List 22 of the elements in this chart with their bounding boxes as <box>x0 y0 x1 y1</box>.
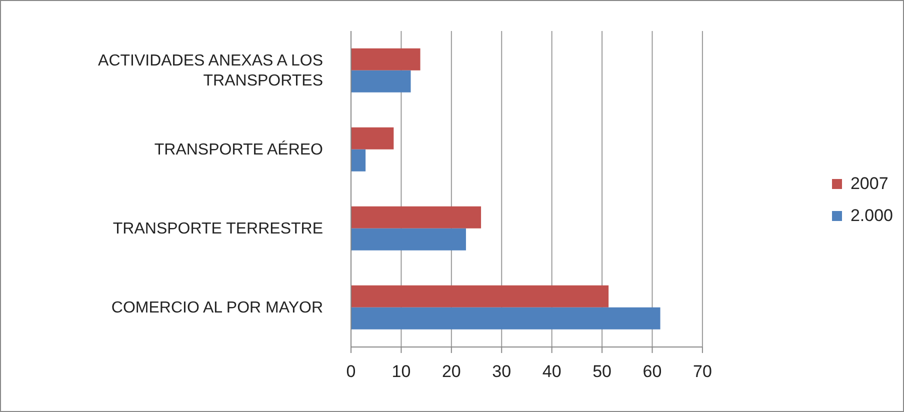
bar <box>351 228 466 250</box>
x-tick-label: 0 <box>346 362 356 382</box>
bar <box>351 206 482 228</box>
y-tick-label: TRANSPORTE TERRESTRE <box>112 220 323 237</box>
x-tick-label: 60 <box>642 362 662 382</box>
bar <box>351 70 411 92</box>
x-tick-label: 70 <box>692 362 712 382</box>
legend-label: 2007 <box>850 174 888 194</box>
x-tick-label: 10 <box>392 362 411 382</box>
y-tick-label: TRANSPORTE AÉREO <box>154 140 323 158</box>
bar <box>351 285 609 308</box>
x-tick-label: 20 <box>442 362 461 382</box>
bar <box>351 127 394 150</box>
legend-label: 2.000 <box>850 206 893 226</box>
bar <box>351 48 420 70</box>
y-tick-label: ACTIVIDADES ANEXAS A LOS TRANSPORTES <box>98 52 323 89</box>
bar <box>351 149 366 172</box>
y-tick-label: COMERCIO AL POR MAYOR <box>111 299 323 316</box>
x-tick-label: 40 <box>542 362 562 382</box>
x-tick-label: 30 <box>492 362 512 382</box>
bar <box>351 307 660 330</box>
x-tick-label: 50 <box>592 362 612 382</box>
